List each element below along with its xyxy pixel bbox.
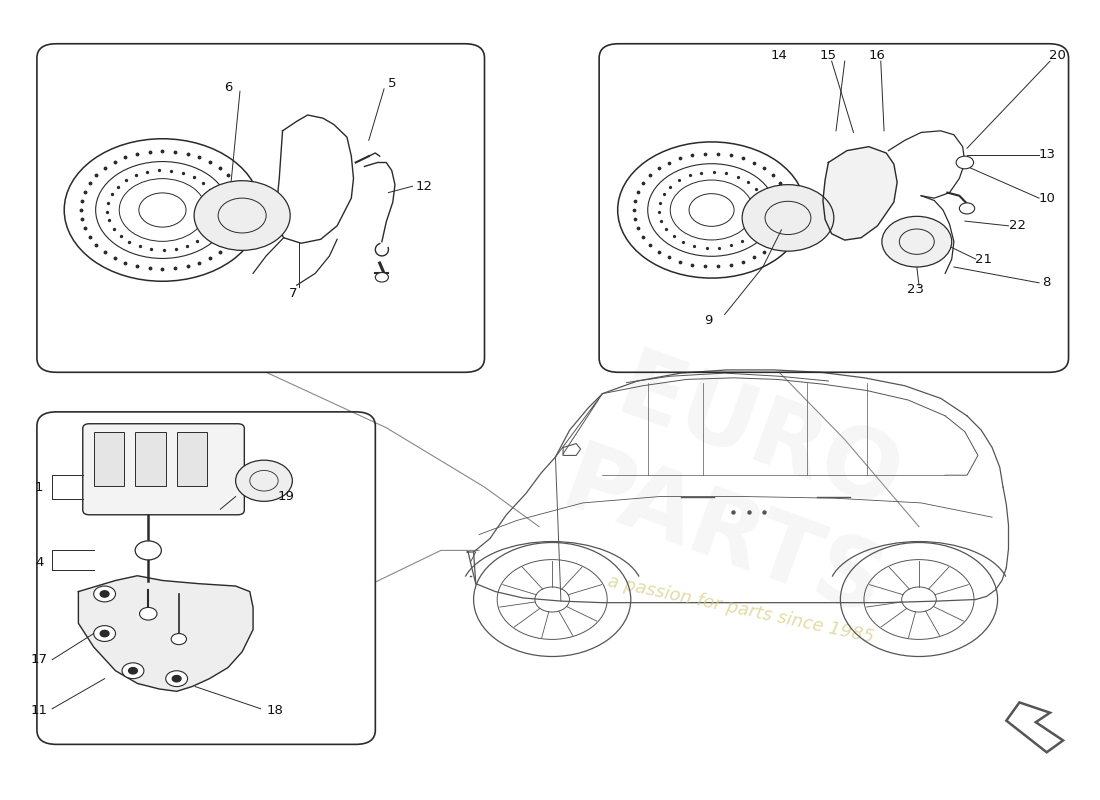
Text: 13: 13 [1038,148,1055,161]
Text: 15: 15 [820,49,837,62]
Text: 11: 11 [31,704,47,717]
Circle shape [94,586,115,602]
Bar [177,432,207,486]
Text: EURO
PARTS: EURO PARTS [550,337,932,638]
Circle shape [959,203,975,214]
Polygon shape [823,146,898,240]
Text: 16: 16 [869,49,886,62]
Text: 18: 18 [266,704,284,717]
Text: 20: 20 [1049,49,1066,62]
Text: 21: 21 [975,253,992,266]
Text: 5: 5 [387,77,396,90]
Circle shape [956,156,974,169]
Text: 19: 19 [277,490,295,503]
Text: 12: 12 [416,180,433,193]
Circle shape [100,590,109,597]
Circle shape [140,607,157,620]
Circle shape [194,181,290,250]
Circle shape [375,273,388,282]
Text: 7: 7 [289,286,298,300]
Circle shape [94,626,115,642]
Bar [135,432,166,486]
Circle shape [100,630,109,637]
Text: 1: 1 [35,481,43,494]
Text: 17: 17 [31,653,47,666]
Circle shape [882,216,952,267]
Text: 6: 6 [223,81,232,94]
Circle shape [173,675,182,682]
Text: 23: 23 [908,282,924,296]
Text: 14: 14 [771,49,788,62]
Circle shape [166,670,188,686]
Circle shape [235,460,293,502]
FancyBboxPatch shape [82,424,244,514]
Text: 22: 22 [1009,219,1025,232]
Text: 9: 9 [704,314,713,327]
Text: 4: 4 [35,556,43,569]
Bar [94,432,124,486]
Circle shape [172,634,187,645]
Circle shape [742,185,834,251]
Text: a passion for parts since 1985: a passion for parts since 1985 [606,573,876,647]
Polygon shape [78,576,253,691]
Circle shape [122,663,144,678]
Circle shape [129,667,138,674]
Text: 8: 8 [1043,276,1050,290]
Text: 10: 10 [1038,192,1055,205]
Circle shape [135,541,162,560]
